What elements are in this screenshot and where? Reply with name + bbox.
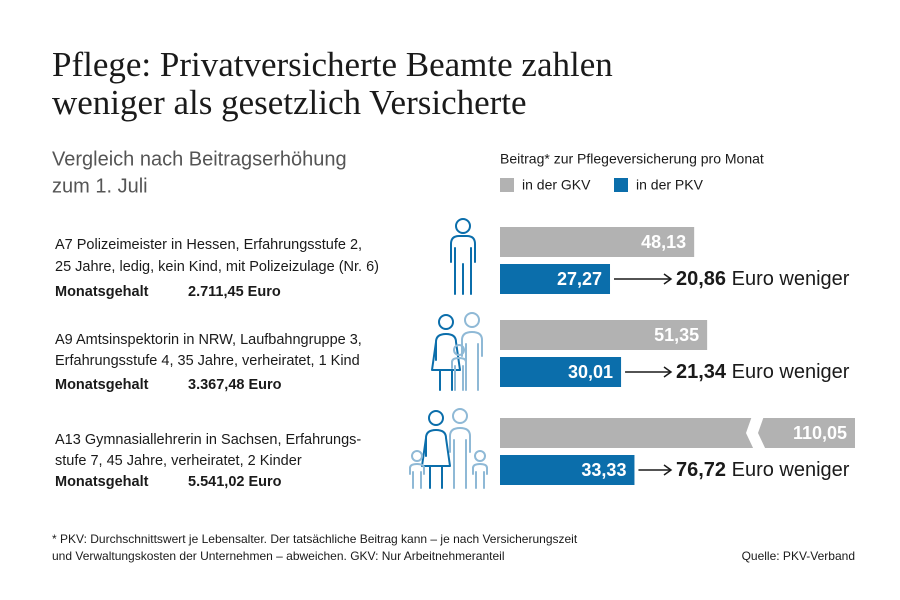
difference-value: 20,86 <box>676 268 726 290</box>
legend-title: Beitrag* zur Pflegeversicherung pro Mona… <box>500 151 764 167</box>
legend-swatch <box>614 178 628 192</box>
bar <box>500 418 855 448</box>
subtitle: zum 1. Juli <box>52 175 148 197</box>
bar-value-label: 48,13 <box>641 232 686 252</box>
arrow-head <box>663 366 673 378</box>
bar-value-label: 27,27 <box>557 269 602 289</box>
bar-value-label: 30,01 <box>568 362 613 382</box>
icon-single <box>450 218 476 295</box>
salary-value: 3.367,48 Euro <box>188 377 282 393</box>
difference-value: 76,72 <box>676 459 726 481</box>
salary-value: 5.541,02 Euro <box>188 474 282 490</box>
chart-title: weniger als gesetzlich Versicherte <box>52 83 527 122</box>
arrow-head <box>663 464 673 476</box>
difference-suffix: Euro weniger <box>732 459 850 481</box>
bar-value-label: 33,33 <box>581 460 626 480</box>
difference-suffix: Euro weniger <box>732 361 850 383</box>
salary-label: Monatsgehalt <box>55 474 149 490</box>
icon-family-one-child <box>431 312 483 391</box>
category-label: A13 Gymnasiallehrerin in Sachsen, Erfahr… <box>55 432 361 448</box>
legend-label: in der PKV <box>636 177 704 193</box>
category-label: 25 Jahre, ledig, kein Kind, mit Polizeiz… <box>55 259 379 275</box>
bar <box>500 320 708 350</box>
legend-swatch <box>500 178 514 192</box>
salary-label: Monatsgehalt <box>55 284 149 300</box>
bar <box>500 357 622 387</box>
subtitle: Vergleich nach Beitragserhöhung <box>52 148 347 170</box>
difference-suffix: Euro weniger <box>732 268 850 290</box>
difference-label: 20,86 Euro weniger <box>676 268 850 290</box>
difference-value: 21,34 <box>676 361 727 383</box>
salary-value: 2.711,45 Euro <box>188 284 281 300</box>
difference-label: 21,34 Euro weniger <box>676 361 850 383</box>
category-label: A9 Amtsinspektorin in NRW, Laufbahngrupp… <box>55 332 362 348</box>
axis-break <box>746 416 766 450</box>
category-label: stufe 7, 45 Jahre, verheiratet, 2 Kinder <box>55 453 302 469</box>
footnote: * PKV: Durchschnittswert je Lebensalter.… <box>52 532 578 546</box>
difference-label: 76,72 Euro weniger <box>676 459 850 481</box>
category-label: Erfahrungsstufe 4, 35 Jahre, verheiratet… <box>55 353 360 369</box>
legend-label: in der GKV <box>522 177 591 193</box>
arrow-head <box>663 273 673 285</box>
bar <box>500 264 611 294</box>
bar-value-label: 51,35 <box>654 325 699 345</box>
category-label: A7 Polizeimeister in Hessen, Erfahrungss… <box>55 237 362 253</box>
bar <box>500 455 635 485</box>
icon-family-two-children <box>409 408 488 489</box>
footnote: und Verwaltungskosten der Unternehmen – … <box>52 549 504 563</box>
salary-label: Monatsgehalt <box>55 377 149 393</box>
bar <box>500 227 695 257</box>
chart-title: Pflege: Privatversicherte Beamte zahlen <box>52 45 613 84</box>
source: Quelle: PKV-Verband <box>742 549 855 563</box>
bar-value-label: 110,05 <box>793 423 847 443</box>
